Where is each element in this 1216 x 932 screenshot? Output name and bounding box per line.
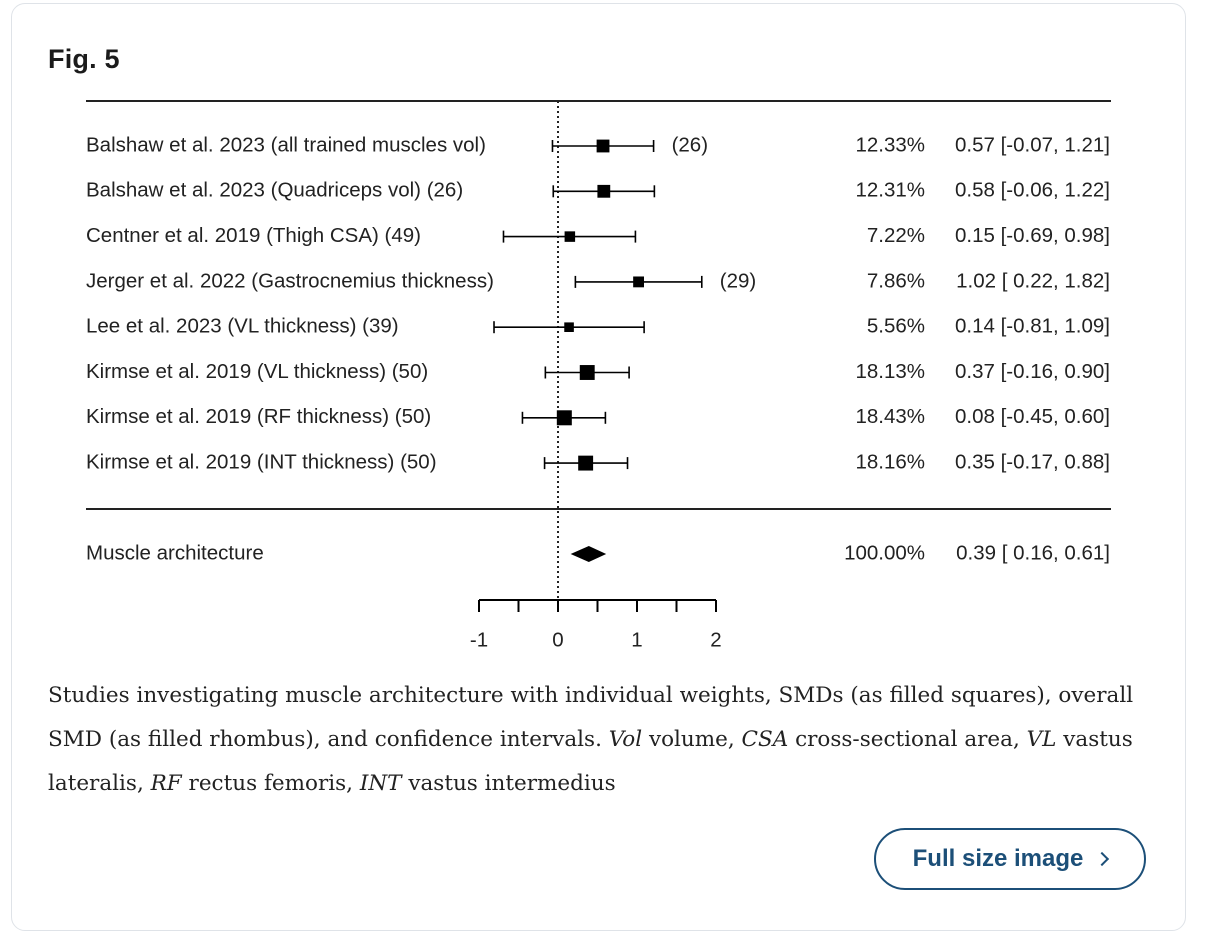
- ci-label: 0.37 [-0.16, 0.90]: [955, 360, 1110, 383]
- caption-abbrev: CSA: [741, 727, 789, 752]
- caption-text: vastus lateralis,: [48, 727, 1133, 796]
- smd-square: [564, 322, 574, 332]
- full-size-image-label: Full size image: [912, 845, 1084, 872]
- summary-ci-label: 0.39 [ 0.16, 0.61]: [956, 541, 1110, 564]
- figure-label: Fig. 5: [48, 44, 120, 74]
- smd-square: [556, 410, 572, 426]
- weight-label: 12.31%: [855, 179, 925, 202]
- study-label: Jerger et al. 2022 (Gastrocnemius thickn…: [86, 269, 494, 292]
- study-n-label: (26): [672, 133, 708, 156]
- summary-label: Muscle architecture: [86, 541, 264, 564]
- summary-weight-label: 100.00%: [844, 541, 925, 564]
- smd-square: [578, 455, 594, 471]
- weight-label: 18.43%: [855, 405, 925, 428]
- caption-text: cross-sectional area,: [788, 727, 1027, 752]
- weight-label: 5.56%: [867, 315, 925, 338]
- caption-text: volume,: [642, 727, 742, 752]
- study-label: Balshaw et al. 2023 (Quadriceps vol) (26…: [86, 179, 463, 202]
- ci-label: 0.35 [-0.17, 0.88]: [955, 451, 1110, 474]
- forest-plot: Balshaw et al. 2023 (all trained muscles…: [86, 100, 1111, 651]
- smd-square: [564, 231, 576, 242]
- smd-square: [597, 184, 611, 198]
- caption-text: vastus intermedius: [401, 771, 616, 796]
- caption-abbrev: RF: [150, 771, 182, 796]
- weight-label: 7.22%: [867, 224, 925, 247]
- ci-label: 1.02 [ 0.22, 1.82]: [956, 269, 1110, 292]
- weight-label: 18.16%: [855, 451, 925, 474]
- caption-abbrev: INT: [359, 771, 402, 796]
- smd-square: [596, 139, 610, 153]
- smd-square: [633, 276, 644, 288]
- ci-label: 0.08 [-0.45, 0.60]: [955, 405, 1110, 428]
- weight-label: 7.86%: [867, 269, 925, 292]
- caption-text: rectus femoris,: [181, 771, 360, 796]
- caption-abbrev: Vol: [608, 727, 643, 752]
- x-tick-label: 1: [631, 628, 642, 651]
- summary-diamond: [570, 546, 607, 562]
- figure-card: [11, 3, 1186, 931]
- ci-label: 0.57 [-0.07, 1.21]: [955, 133, 1110, 156]
- weight-label: 18.13%: [855, 360, 925, 383]
- study-label: Kirmse et al. 2019 (VL thickness) (50): [86, 360, 428, 383]
- x-tick-label: 0: [552, 628, 563, 651]
- x-tick-label: -1: [470, 628, 488, 651]
- weight-label: 12.33%: [855, 133, 925, 156]
- full-size-image-button[interactable]: Full size image: [874, 828, 1146, 890]
- study-label: Lee et al. 2023 (VL thickness) (39): [86, 315, 399, 338]
- study-n-label: (29): [720, 269, 756, 292]
- chevron-right-icon: [1095, 851, 1110, 867]
- ci-label: 0.15 [-0.69, 0.98]: [955, 224, 1110, 247]
- ci-label: 0.58 [-0.06, 1.22]: [955, 179, 1110, 202]
- study-label: Kirmse et al. 2019 (RF thickness) (50): [86, 405, 431, 428]
- ci-label: 0.14 [-0.81, 1.09]: [955, 315, 1110, 338]
- study-label: Kirmse et al. 2019 (INT thickness) (50): [86, 451, 437, 474]
- study-label: Centner et al. 2019 (Thigh CSA) (49): [86, 224, 421, 247]
- smd-square: [579, 365, 595, 380]
- study-label: Balshaw et al. 2023 (all trained muscles…: [86, 133, 486, 156]
- figure-caption: Studies investigating muscle architectur…: [48, 674, 1168, 806]
- caption-abbrev: VL: [1026, 727, 1057, 752]
- caption-text: Studies investigating muscle architectur…: [48, 683, 1134, 752]
- x-tick-label: 2: [710, 628, 721, 651]
